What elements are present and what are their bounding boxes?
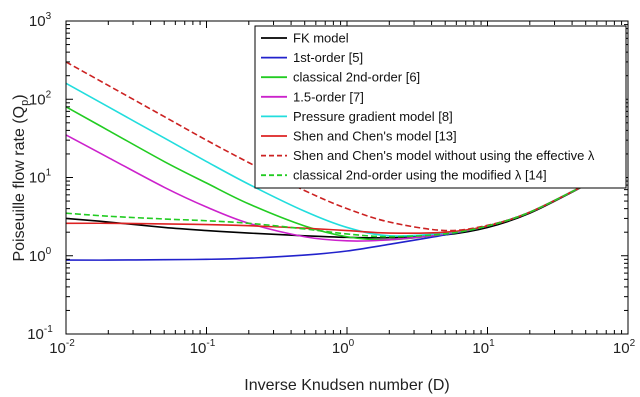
y-axis-label-subscript: p: [19, 100, 31, 106]
legend-label-4: 1.5-order [7]: [293, 89, 364, 104]
legend-items: FK model 1st-order [5] classical 2nd-order…: [261, 31, 595, 183]
series-line-8: [65, 169, 615, 238]
legend-box: [254, 25, 627, 189]
y-tick-label: 100: [29, 246, 52, 265]
legend-label-3: classical 2nd-order [6]: [293, 70, 420, 85]
x-axis-label: Inverse Knudsen number (D): [244, 377, 449, 394]
x-tick-label: 102: [613, 338, 636, 357]
legend-label-2: 1st-order [5]: [293, 50, 363, 65]
y-axis-label-main: Poiseuille flow rate (Q: [11, 106, 28, 262]
legend-label-1: FK model: [293, 31, 349, 46]
x-tick-label: 10-2: [49, 338, 75, 357]
y-tick-label: 10-1: [27, 324, 53, 343]
y-axis-label-tail: ): [11, 94, 28, 99]
legend-label-7: Shen and Chen's model without using the …: [293, 148, 595, 163]
y-axis-label: Poiseuille flow rate (Qp): [11, 94, 31, 261]
x-tick-label: 101: [472, 338, 495, 357]
legend-label-5: Pressure gradient model [8]: [293, 109, 453, 124]
y-tick-label: 102: [29, 89, 52, 108]
x-tick-label: 10-1: [190, 338, 216, 357]
y-tick-label: 103: [29, 11, 52, 30]
series-line-7: [65, 61, 615, 232]
x-tick-label: 100: [332, 338, 355, 357]
y-tick-label: 101: [29, 168, 52, 187]
series-lines: [65, 61, 615, 261]
legend-label-8: classical 2nd-order using the modified λ…: [293, 168, 547, 183]
axis-ticks: [65, 20, 629, 335]
legend-label-6: Shen and Chen's model [13]: [293, 129, 457, 144]
legend: FK model 1st-order [5] classical 2nd-order…: [254, 25, 627, 189]
